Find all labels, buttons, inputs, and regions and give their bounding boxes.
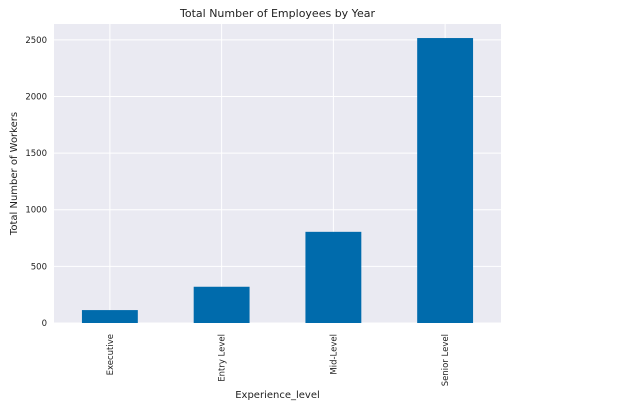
- x-tick-label: Entry Level: [218, 334, 228, 382]
- y-tick-label: 1500: [25, 149, 47, 159]
- y-tick-label: 2500: [25, 36, 47, 46]
- x-tick-label: Mid-Level: [329, 334, 339, 375]
- bar-executive: [81, 310, 138, 323]
- bars-layer: [81, 38, 474, 323]
- x-tick-label: Senior Level: [441, 334, 451, 386]
- chart-title: Total Number of Employees by Year: [179, 7, 375, 20]
- bar-entry-level: [193, 286, 250, 323]
- y-ticks-layer: 0 500 1000 1500 2000 2500: [25, 36, 47, 329]
- x-tick-label: Executive: [106, 334, 116, 375]
- x-ticks-layer: Executive Entry Level Mid-Level Senior Leve…: [106, 334, 451, 386]
- y-tick-label: 1000: [25, 206, 47, 216]
- y-tick-label: 0: [42, 319, 47, 329]
- y-tick-label: 500: [31, 262, 47, 272]
- y-axis-label: Total Number of Workers: [9, 112, 20, 236]
- bar-senior-level: [417, 38, 474, 323]
- y-tick-label: 2000: [25, 92, 47, 102]
- x-axis-label: Experience_level: [235, 390, 320, 401]
- bar-mid-level: [305, 231, 362, 323]
